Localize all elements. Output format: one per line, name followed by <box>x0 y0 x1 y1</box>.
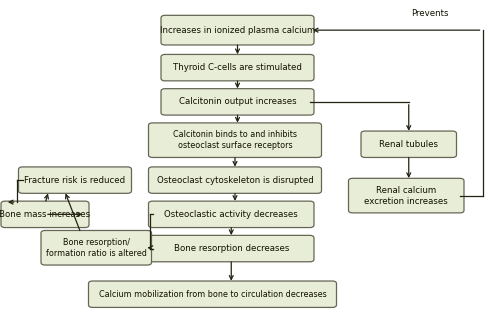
Text: Calcitonin binds to and inhibits
osteoclast surface receptors: Calcitonin binds to and inhibits osteocl… <box>173 130 297 150</box>
Text: Thyroid C-cells are stimulated: Thyroid C-cells are stimulated <box>173 63 302 72</box>
Text: Renal tubules: Renal tubules <box>380 140 438 149</box>
Text: Calcitonin output increases: Calcitonin output increases <box>178 97 296 106</box>
FancyBboxPatch shape <box>161 54 314 81</box>
FancyBboxPatch shape <box>18 167 132 193</box>
FancyBboxPatch shape <box>88 281 336 307</box>
FancyBboxPatch shape <box>148 235 314 262</box>
FancyBboxPatch shape <box>161 15 314 45</box>
FancyBboxPatch shape <box>41 230 152 265</box>
Text: Osteoclastic activity decreases: Osteoclastic activity decreases <box>164 210 298 219</box>
FancyBboxPatch shape <box>361 131 456 157</box>
Text: Increases in ionized plasma calcium: Increases in ionized plasma calcium <box>160 26 315 35</box>
FancyBboxPatch shape <box>161 89 314 115</box>
FancyBboxPatch shape <box>148 201 314 228</box>
Text: Osteoclast cytoskeleton is disrupted: Osteoclast cytoskeleton is disrupted <box>156 176 314 185</box>
Text: Prevents: Prevents <box>411 8 449 18</box>
Text: Bone resorption/
formation ratio is altered: Bone resorption/ formation ratio is alte… <box>46 238 146 258</box>
FancyBboxPatch shape <box>1 201 89 228</box>
FancyBboxPatch shape <box>148 123 322 157</box>
FancyBboxPatch shape <box>148 167 322 193</box>
Text: Renal calcium
excretion increases: Renal calcium excretion increases <box>364 185 448 206</box>
Text: Bone resorption decreases: Bone resorption decreases <box>174 244 289 253</box>
Text: Calcium mobilization from bone to circulation decreases: Calcium mobilization from bone to circul… <box>98 290 326 299</box>
Text: Fracture risk is reduced: Fracture risk is reduced <box>24 176 126 185</box>
Text: Bone mass increases: Bone mass increases <box>0 210 90 219</box>
FancyBboxPatch shape <box>348 178 464 213</box>
